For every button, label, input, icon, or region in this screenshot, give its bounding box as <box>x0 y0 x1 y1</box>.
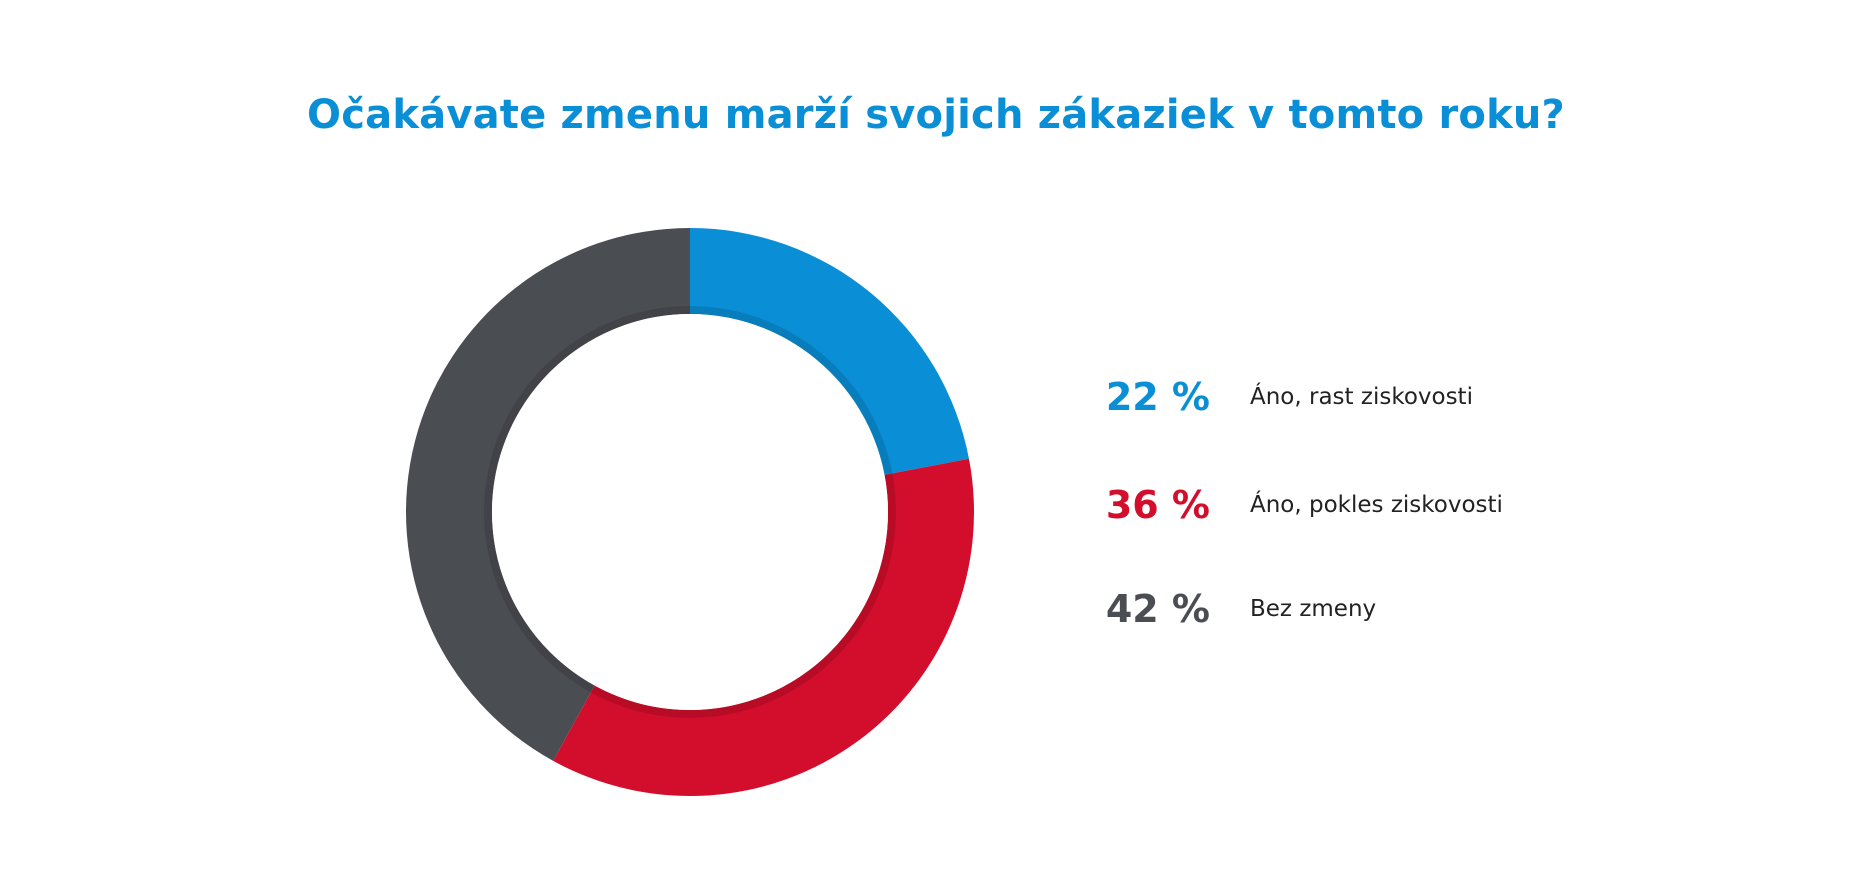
donut-slice-bez-zmeny <box>406 228 690 761</box>
legend-label-bez-zmeny: Bez zmeny <box>1250 596 1377 622</box>
donut-slice-rast <box>690 228 969 475</box>
legend-item-bez-zmeny: 42 % Bez zmeny <box>1105 584 1625 634</box>
legend-label-pokles: Áno, pokles ziskovosti <box>1250 492 1503 518</box>
donut-slice-pokles <box>553 458 974 796</box>
legend-value-bez-zmeny: 42 % <box>1105 587 1210 631</box>
legend-item-rast: 22 % Áno, rast ziskovosti <box>1105 372 1625 422</box>
legend-label-rast: Áno, rast ziskovosti <box>1250 384 1473 410</box>
donut-inner-shadow <box>484 306 896 718</box>
legend-item-pokles: 36 % Áno, pokles ziskovosti <box>1105 480 1625 530</box>
donut-chart <box>400 222 980 802</box>
donut-hole <box>492 314 888 710</box>
donut-chart-svg <box>406 228 974 796</box>
chart-title: Očakávate zmenu marží svojich zákaziek v… <box>307 92 1565 138</box>
legend-value-pokles: 36 % <box>1105 483 1210 527</box>
legend-value-rast: 22 % <box>1105 375 1210 419</box>
